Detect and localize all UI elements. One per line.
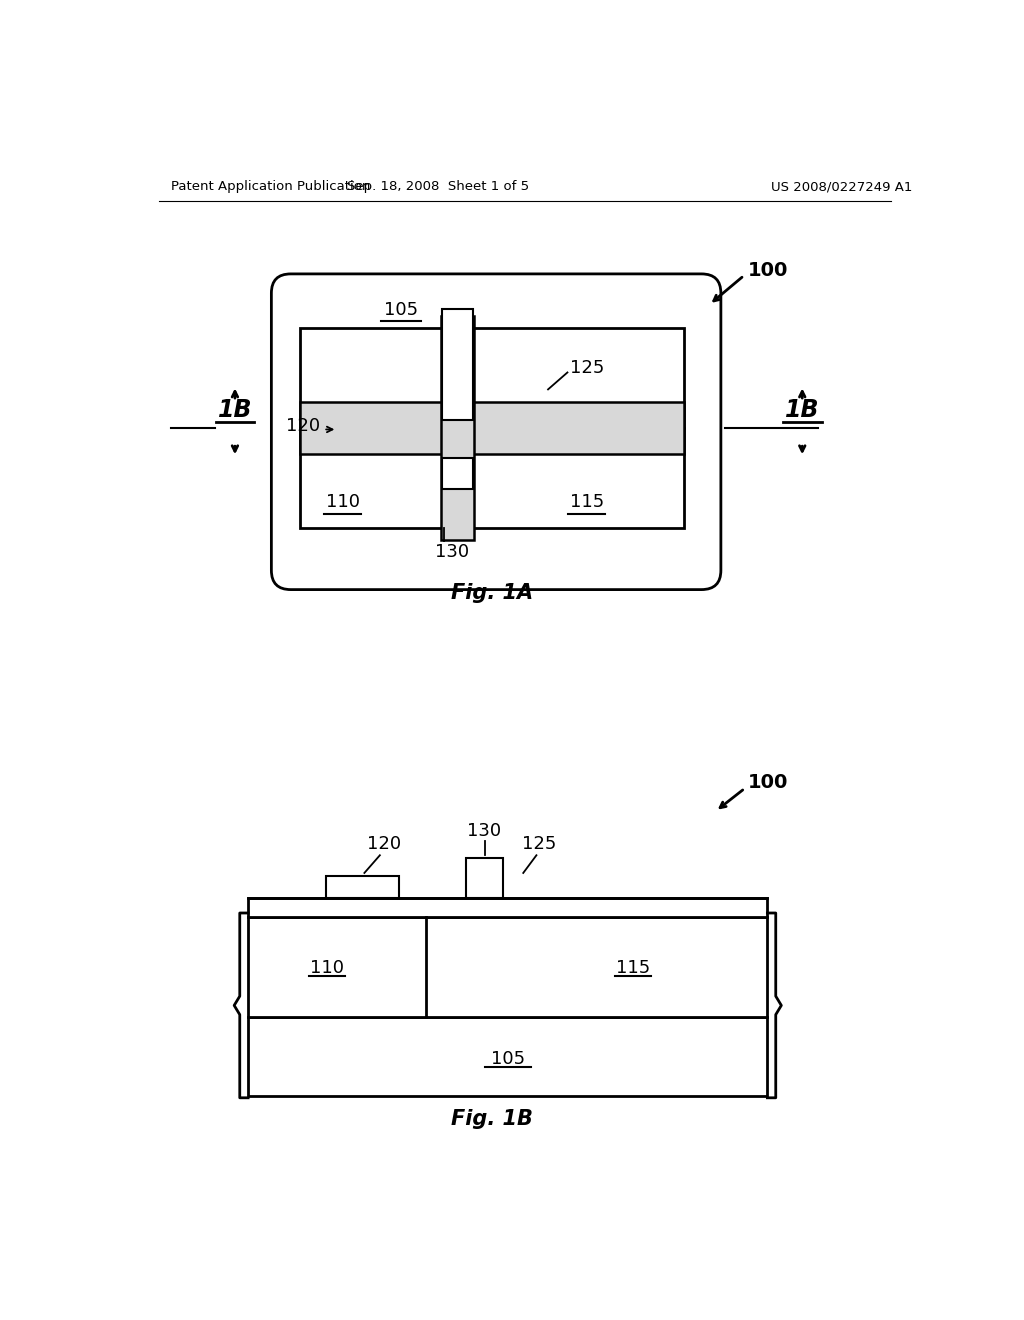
Text: Fig. 1B: Fig. 1B [452, 1109, 534, 1130]
Bar [442, 309, 473, 420]
Bar [326, 876, 399, 898]
Bar [248, 1016, 767, 1096]
Text: 100: 100 [748, 260, 788, 280]
Bar [300, 401, 684, 454]
Bar [300, 327, 684, 528]
Bar [248, 917, 767, 1016]
Bar [441, 317, 474, 540]
Text: 125: 125 [521, 836, 556, 853]
Text: 120: 120 [367, 836, 400, 853]
Text: 120: 120 [286, 417, 321, 436]
Text: 115: 115 [569, 494, 604, 511]
Text: 130: 130 [467, 822, 502, 840]
Text: 100: 100 [748, 772, 788, 792]
Text: 105: 105 [490, 1051, 525, 1068]
Text: 130: 130 [435, 544, 469, 561]
FancyBboxPatch shape [271, 275, 721, 590]
Text: 115: 115 [616, 960, 650, 977]
Text: US 2008/0227249 A1: US 2008/0227249 A1 [771, 181, 912, 194]
Text: Fig. 1A: Fig. 1A [452, 583, 534, 603]
Text: Patent Application Publication: Patent Application Publication [171, 181, 370, 194]
Text: 110: 110 [326, 494, 359, 511]
Bar [248, 898, 767, 917]
Bar [466, 858, 503, 898]
Text: 1B: 1B [218, 397, 252, 422]
Text: 110: 110 [310, 960, 344, 977]
Bar [442, 458, 473, 488]
Text: 1B: 1B [785, 397, 819, 422]
Text: Sep. 18, 2008  Sheet 1 of 5: Sep. 18, 2008 Sheet 1 of 5 [347, 181, 529, 194]
Text: 125: 125 [569, 359, 604, 376]
Text: 105: 105 [384, 301, 418, 318]
